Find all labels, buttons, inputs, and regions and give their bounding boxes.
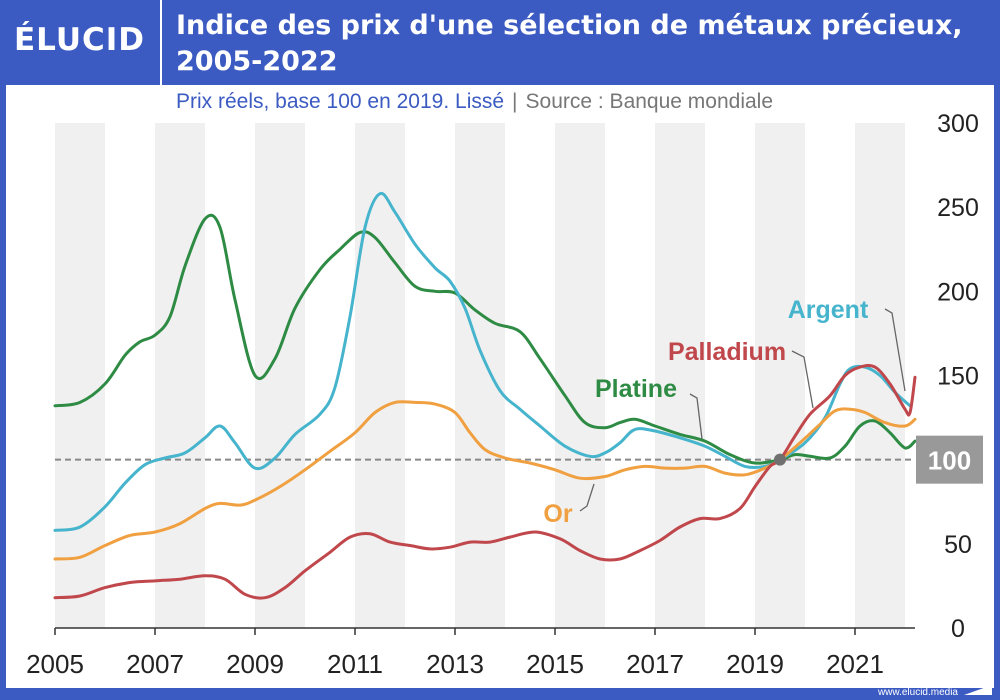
x-tick-label-2009: 2009 — [226, 649, 284, 679]
series-label-platine: Platine — [595, 375, 677, 403]
series-line-platine — [53, 213, 917, 465]
axes: 2005 2007 2009 2011 2013 2015 2017 2019 2021 0 50 1… — [26, 110, 983, 679]
band-2005 — [55, 123, 105, 628]
series-label-palladium: Palladium — [668, 338, 786, 366]
y-tick-label-150: 150 — [937, 363, 979, 391]
source-text: Source : Banque mondiale — [525, 90, 774, 113]
x-tick-label-2005: 2005 — [26, 649, 84, 679]
y-tick-label-300: 300 — [937, 110, 979, 138]
brand-logo: ÉLUCID — [14, 22, 146, 58]
leader-line-platine — [689, 393, 703, 440]
footer-url[interactable]: www.elucid.media — [877, 687, 958, 698]
header-divider — [160, 0, 162, 85]
x-tick-label-2019: 2019 — [726, 649, 784, 679]
series-line-or — [53, 400, 917, 561]
chart-title: Indice des prix d'une sélection de métau… — [176, 10, 963, 77]
x-tick-label-2007: 2007 — [126, 649, 184, 679]
band-2011 — [355, 123, 405, 628]
y-tick-label-50: 50 — [944, 531, 972, 559]
footer-logo-icon — [964, 685, 992, 695]
series-lines — [53, 191, 917, 600]
band-2015 — [555, 123, 605, 628]
series-labels: Platine Argent Or Palladium — [543, 296, 906, 528]
subtitle-separator: | — [512, 90, 518, 113]
x-tick-label-2015: 2015 — [526, 649, 584, 679]
y-tick-label-0: 0 — [951, 615, 965, 643]
reference-value-box — [916, 435, 983, 484]
x-tick-label-2017: 2017 — [626, 649, 684, 679]
series-label-or: Or — [543, 500, 572, 528]
series-line-palladium — [53, 364, 917, 600]
x-tick-label-2021: 2021 — [826, 649, 884, 679]
chart-subtitle: Prix réels, base 100 en 2019. Lissé | Sour… — [176, 90, 773, 114]
band-2007 — [155, 123, 205, 628]
band-2017 — [655, 123, 705, 628]
x-tick-label-2013: 2013 — [426, 649, 484, 679]
leader-line-palladium — [791, 350, 814, 409]
x-tick-label-2011: 2011 — [327, 649, 383, 679]
base-point-marker — [774, 453, 786, 466]
subtitle-text: Prix réels, base 100 en 2019. Lissé — [176, 90, 505, 113]
band-2019 — [755, 123, 805, 628]
series-label-argent: Argent — [788, 296, 869, 324]
band-2013 — [455, 123, 505, 628]
reference-value-label: 100 — [928, 446, 971, 476]
year-bands — [55, 123, 905, 628]
leader-line-argent — [884, 308, 906, 392]
y-tick-label-200: 200 — [937, 278, 979, 306]
y-tick-label-250: 250 — [937, 194, 979, 222]
leader-line-or — [579, 483, 595, 512]
